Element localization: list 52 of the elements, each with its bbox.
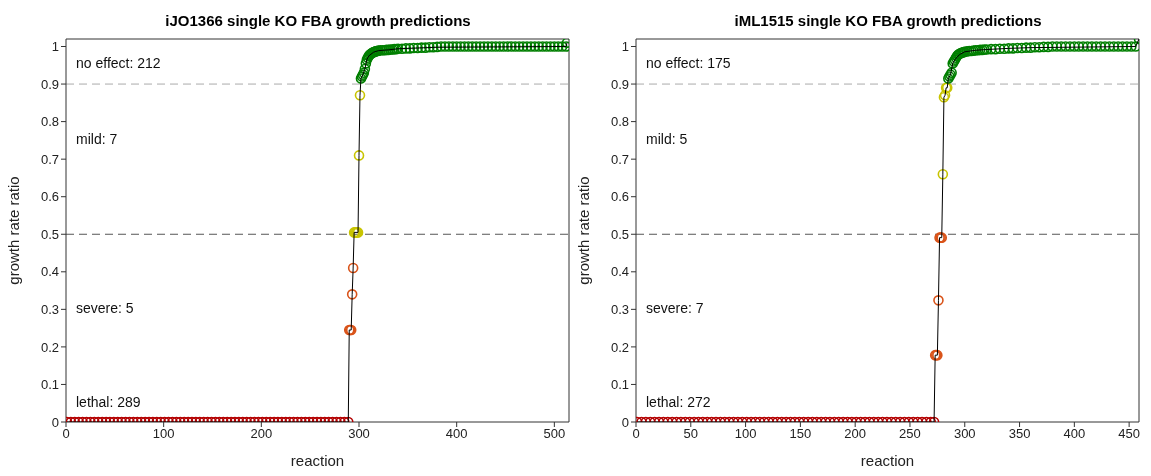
y-tick-label: 0.1 <box>610 377 629 393</box>
x-tick-label: 300 <box>348 426 370 442</box>
x-tick-label: 200 <box>844 426 867 442</box>
y-tick-label: 0.9 <box>40 76 59 92</box>
x-axis-title: reaction <box>290 452 345 469</box>
y-tick-label: 0.5 <box>610 226 629 242</box>
annotation: mild: 5 <box>646 130 688 147</box>
y-tick-label: 0.4 <box>610 264 629 280</box>
y-tick-label: 0.9 <box>610 76 629 92</box>
y-tick-label: 1 <box>51 39 59 55</box>
y-tick-label: 0.4 <box>40 264 59 280</box>
y-tick-label: 0.6 <box>610 189 629 205</box>
x-tick-label: 250 <box>899 426 921 442</box>
x-tick-label: 100 <box>734 426 757 442</box>
y-axis-title: growth rate ratio <box>5 176 23 285</box>
y-tick-label: 0.2 <box>40 339 59 355</box>
x-tick-label: 100 <box>152 426 175 442</box>
x-tick-label: 0 <box>632 426 640 442</box>
x-tick-label: 150 <box>789 426 812 442</box>
chart-title: iML1515 single KO FBA growth predictions <box>733 12 1043 29</box>
annotation: lethal: 272 <box>646 394 711 411</box>
y-tick-label: 0.1 <box>40 377 59 393</box>
x-tick-label: 400 <box>445 426 468 442</box>
y-tick-label: 0.7 <box>40 151 59 167</box>
y-tick-label: 0.6 <box>40 189 59 205</box>
y-tick-label: 0.2 <box>610 339 629 355</box>
y-tick-label: 0 <box>621 414 629 430</box>
y-tick-label: 0.8 <box>610 114 629 130</box>
x-tick-label: 400 <box>1063 426 1086 442</box>
y-tick-label: 0.7 <box>610 151 629 167</box>
x-tick-label: 50 <box>683 426 699 442</box>
y-tick-label: 0.5 <box>40 226 59 242</box>
annotation: mild: 7 <box>76 130 118 147</box>
x-tick-label: 0 <box>62 426 70 442</box>
x-tick-label: 450 <box>1118 426 1140 442</box>
x-tick-label: 500 <box>543 426 566 442</box>
x-tick-label: 300 <box>953 426 976 442</box>
annotation: no effect: 175 <box>646 55 731 72</box>
chart-title: iJO1366 single KO FBA growth predictions <box>164 12 472 29</box>
y-tick-label: 0 <box>51 414 59 430</box>
annotation: lethal: 289 <box>76 394 141 411</box>
x-tick-label: 350 <box>1008 426 1031 442</box>
y-tick-label: 1 <box>621 39 629 55</box>
y-tick-label: 0.3 <box>40 301 59 317</box>
x-tick-label: 200 <box>250 426 273 442</box>
y-tick-label: 0.3 <box>610 301 629 317</box>
x-axis-title: reaction <box>860 452 915 469</box>
annotation: no effect: 212 <box>76 55 161 72</box>
y-axis-title: growth rate ratio <box>575 176 593 285</box>
y-tick-label: 0.8 <box>40 114 59 130</box>
annotation: severe: 7 <box>646 300 704 317</box>
annotation: severe: 5 <box>76 300 134 317</box>
